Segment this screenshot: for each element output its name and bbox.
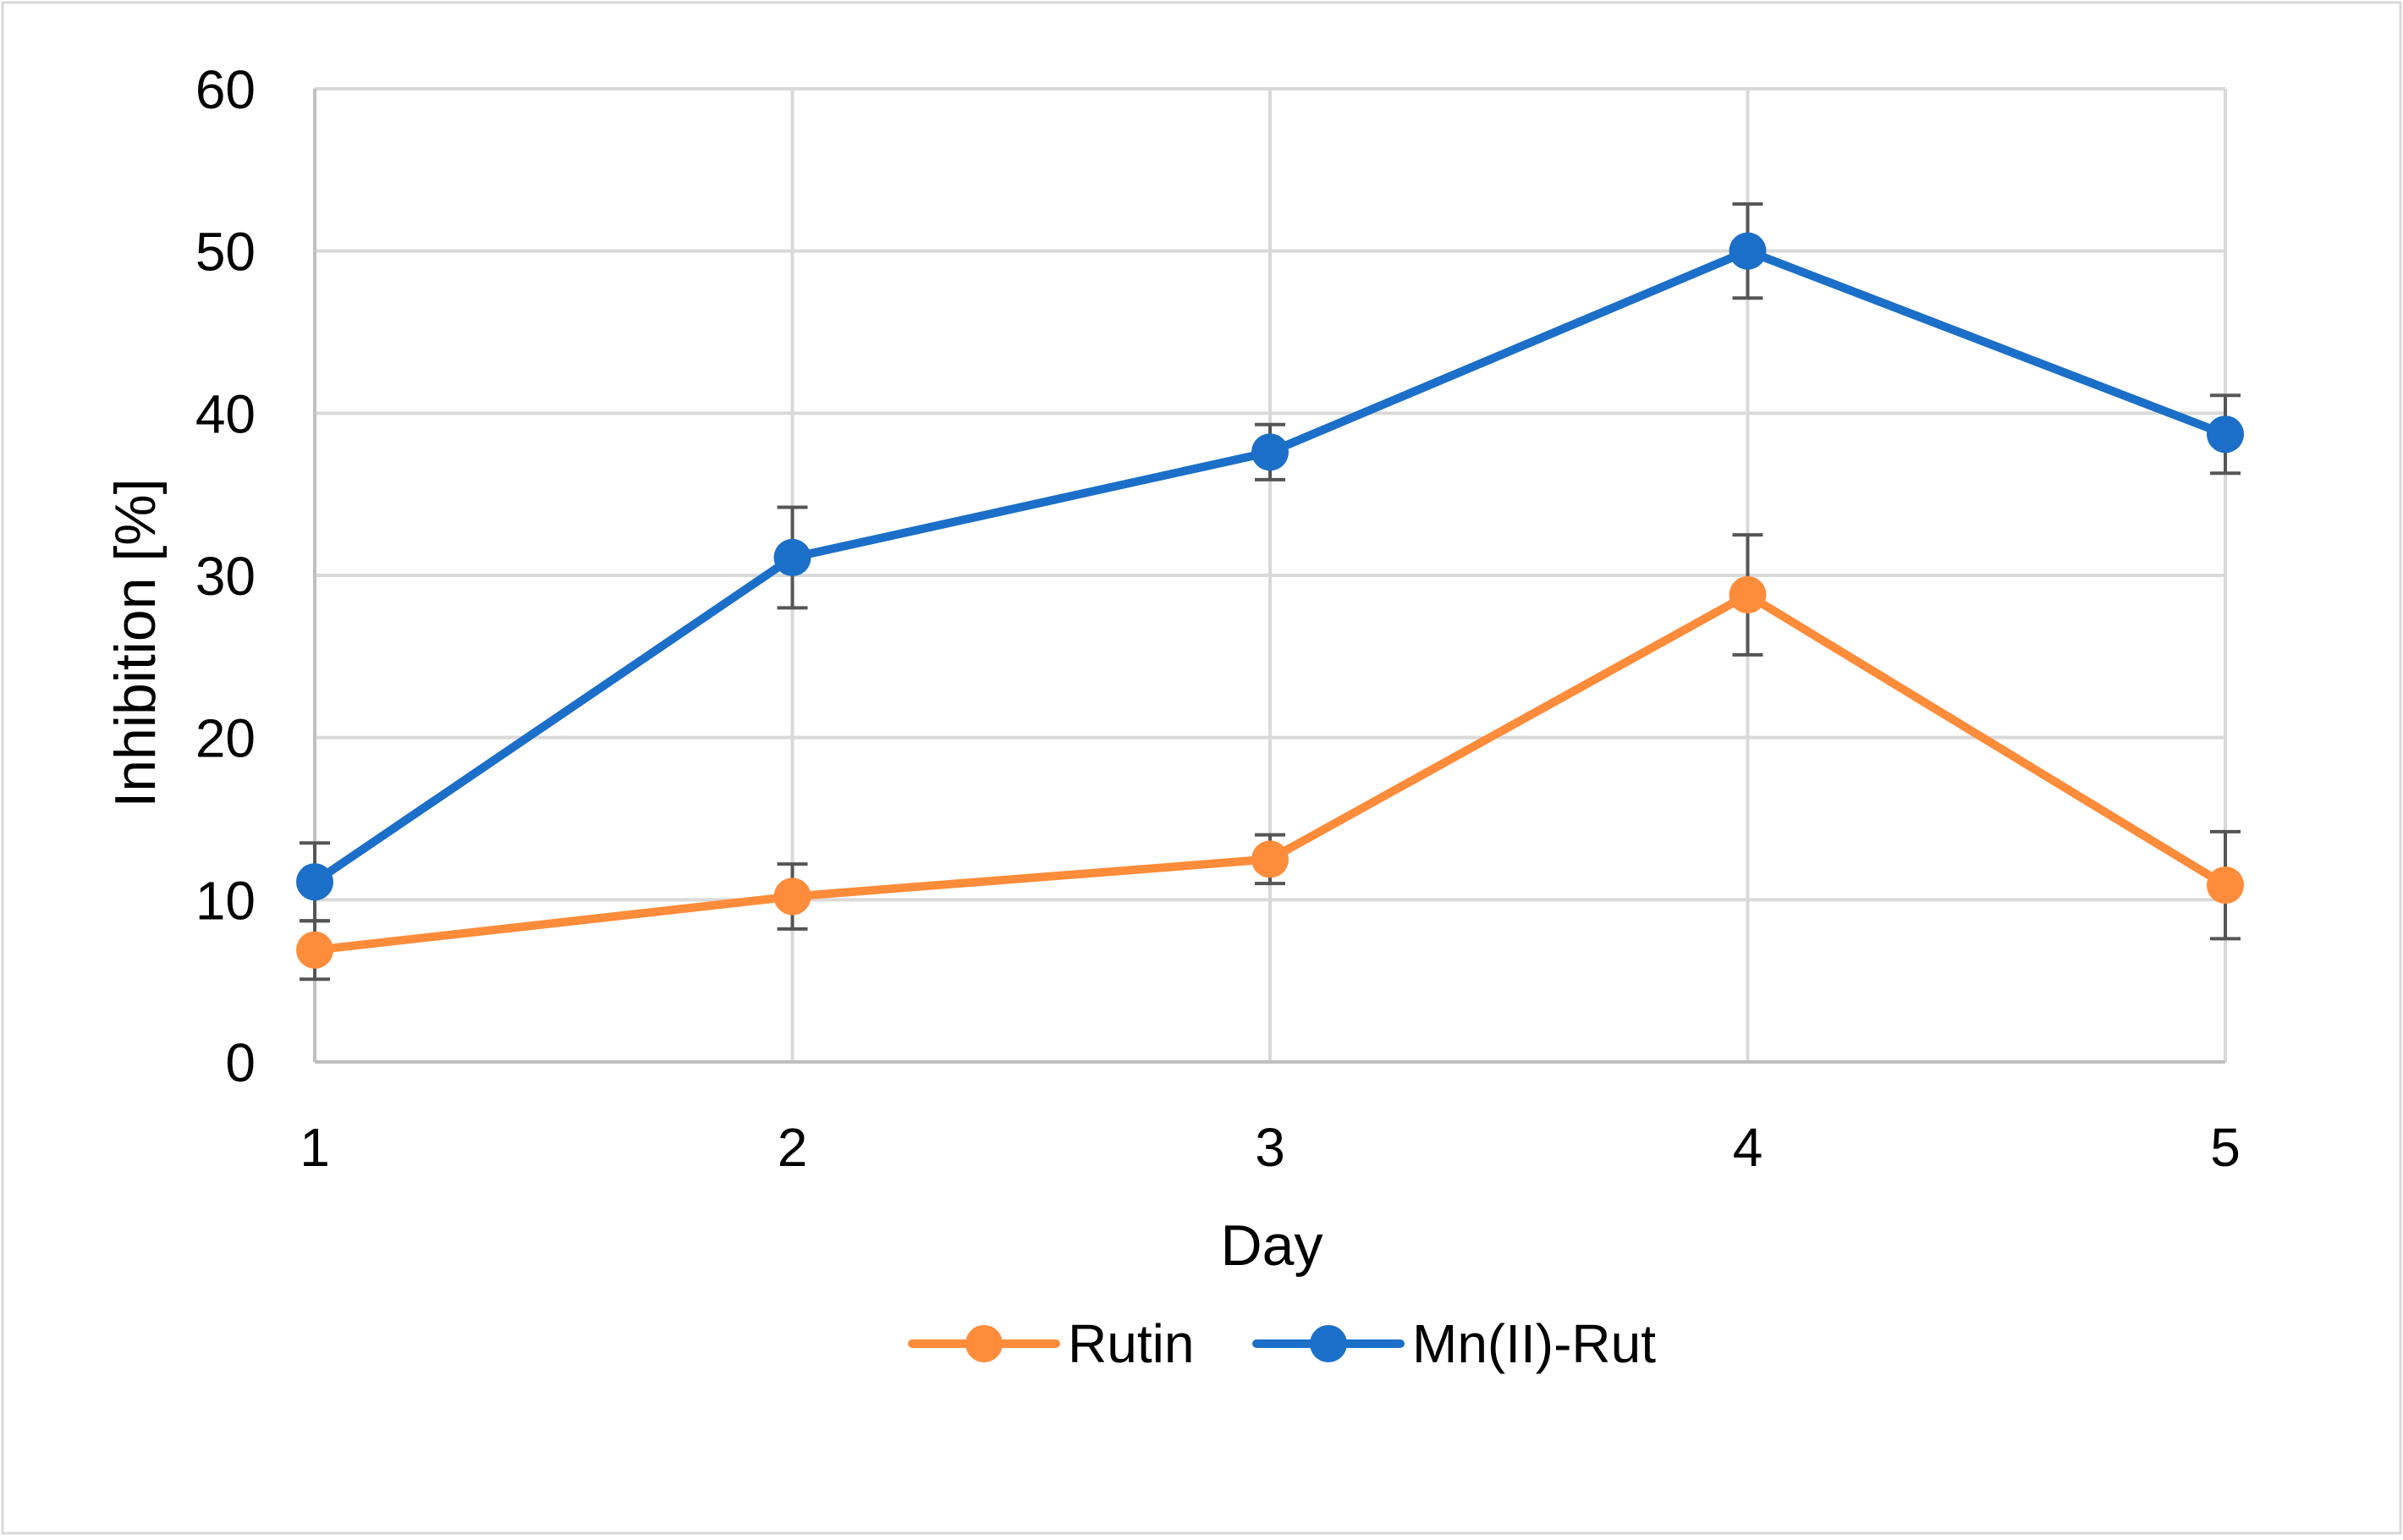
series-markers: [296, 232, 2244, 969]
y-tick-label: 20: [195, 708, 256, 769]
y-tick-label: 30: [195, 546, 256, 607]
legend: Rutin Mn(II)-Rut: [908, 1313, 1656, 1374]
data-point-mn-ii-rut: [2207, 415, 2244, 454]
data-point-rutin: [773, 877, 811, 916]
y-tick-label: 0: [225, 1032, 256, 1093]
data-point-rutin: [1729, 576, 1767, 613]
x-tick-label: 3: [1255, 1117, 1285, 1178]
legend-item-rutin: Rutin: [908, 1313, 1194, 1374]
data-point-mn-ii-rut: [773, 538, 811, 576]
x-tick-label: 1: [300, 1117, 330, 1178]
legend-swatch-marker: [1310, 1325, 1347, 1362]
y-tick-label: 50: [195, 222, 256, 283]
y-tick-label: 10: [195, 870, 256, 931]
data-point-rutin: [2207, 866, 2244, 905]
data-point-mn-ii-rut: [1729, 232, 1767, 270]
y-tick-label: 40: [195, 383, 256, 444]
x-axis-title: Day: [1221, 1213, 1323, 1278]
data-point-rutin: [1251, 840, 1289, 878]
y-tick-label: 60: [195, 59, 256, 120]
legend-label: Mn(II)-Rut: [1412, 1313, 1656, 1374]
legend-swatch-marker: [965, 1325, 1003, 1362]
data-point-mn-ii-rut: [1251, 433, 1289, 471]
data-point-rutin: [296, 931, 333, 969]
x-tick-label: 5: [2210, 1117, 2241, 1178]
legend-label: Rutin: [1068, 1313, 1194, 1374]
legend-item-mn-ii-rut: Mn(II)-Rut: [1252, 1313, 1656, 1374]
data-point-mn-ii-rut: [296, 863, 333, 901]
y-axis-title: Inhibition [%]: [103, 478, 168, 807]
x-tick-label: 2: [778, 1117, 808, 1178]
x-tick-label: 4: [1733, 1117, 1763, 1178]
tick-labels: 0 10 20 30 40 50 60 1 2 3 4 5: [195, 59, 2241, 1178]
